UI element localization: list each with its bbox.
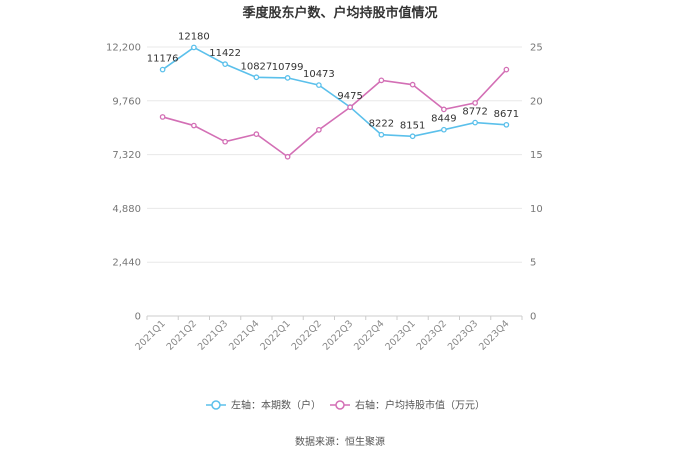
left-axis: 0 2,440 4,880 7,320 9,760 12,200 xyxy=(106,43,141,323)
x-tick-label: 2021Q2 xyxy=(165,318,199,352)
data-point xyxy=(253,74,260,81)
right-tick-label: 20 xyxy=(530,96,543,107)
right-tick-label: 10 xyxy=(530,204,543,215)
data-point xyxy=(284,153,291,160)
legend-item[interactable]: 左轴：本期数（户） xyxy=(206,399,321,412)
data-label: 11176 xyxy=(147,54,179,65)
source-note: 数据来源：恒生聚源 xyxy=(295,435,385,448)
data-point xyxy=(378,77,385,84)
data-label: 8449 xyxy=(431,114,456,125)
x-tick-label: 2023Q2 xyxy=(415,318,449,352)
legend-marker xyxy=(211,400,221,410)
x-tick-label: 2021Q1 xyxy=(133,318,167,352)
legend-marker xyxy=(335,400,345,410)
data-label: 9475 xyxy=(337,91,362,102)
data-point xyxy=(159,114,166,120)
data-point xyxy=(472,100,478,106)
right-axis: 0 5 10 15 20 25 xyxy=(530,43,543,323)
series-line xyxy=(162,46,507,138)
chart-title: 季度股东户数、户均持股市值情况 xyxy=(241,5,437,21)
left-tick-label: 4,880 xyxy=(112,204,141,215)
data-point xyxy=(284,75,291,81)
data-point xyxy=(409,81,416,88)
x-tick-label: 2023Q1 xyxy=(383,318,417,352)
data-point xyxy=(191,122,197,129)
right-tick-label: 5 xyxy=(530,258,536,269)
x-tick-label: 2021Q3 xyxy=(196,318,230,352)
right-tick-label: 0 xyxy=(530,312,536,323)
series-line xyxy=(162,69,507,158)
grid-lines xyxy=(147,46,522,317)
x-tick-label: 2023Q4 xyxy=(477,318,511,352)
data-point xyxy=(441,106,447,113)
x-tick-label: 2023Q3 xyxy=(446,318,480,352)
data-point xyxy=(191,44,197,51)
legend-label: 左轴：本期数（户） xyxy=(231,399,321,412)
x-tick-label: 2022Q3 xyxy=(321,318,355,352)
data-label: 10473 xyxy=(303,69,335,80)
data-label: 11422 xyxy=(209,48,241,59)
data-point xyxy=(503,66,510,73)
data-point xyxy=(159,66,166,73)
legend-label: 右轴：户均持股市值（万元） xyxy=(355,399,485,412)
left-tick-label: 0 xyxy=(135,312,141,323)
data-label: 10827 xyxy=(240,61,272,72)
data-label: 8222 xyxy=(369,119,394,130)
data-point xyxy=(222,61,228,68)
data-point xyxy=(347,104,353,111)
right-tick-label: 15 xyxy=(530,150,543,161)
x-tick-label: 2022Q4 xyxy=(352,318,386,352)
left-tick-label: 7,320 xyxy=(112,150,141,161)
data-point xyxy=(472,119,478,126)
data-label: 10799 xyxy=(272,62,304,73)
left-tick-label: 12,200 xyxy=(106,43,141,54)
data-point xyxy=(409,133,416,140)
data-label: 8151 xyxy=(400,120,425,131)
left-tick-label: 2,440 xyxy=(112,258,141,269)
data-label: 12180 xyxy=(178,31,210,42)
data-label: 8671 xyxy=(494,109,519,120)
data-point xyxy=(441,126,447,133)
x-tick-label: 2022Q2 xyxy=(290,318,324,352)
data-point xyxy=(316,127,322,133)
x-axis: 2021Q12021Q22021Q32021Q42022Q12022Q22022… xyxy=(133,316,523,353)
legend-item[interactable]: 右轴：户均持股市值（万元） xyxy=(330,399,485,412)
data-point xyxy=(222,138,228,145)
data-label: 8772 xyxy=(462,107,487,118)
right-tick-label: 25 xyxy=(530,43,543,54)
data-point xyxy=(503,121,510,128)
data-point xyxy=(253,131,260,138)
data-point xyxy=(316,82,322,88)
series-group xyxy=(159,44,510,160)
data-point xyxy=(378,131,385,138)
left-tick-label: 9,760 xyxy=(112,96,141,107)
legend[interactable]: 左轴：本期数（户） 右轴：户均持股市值（万元） xyxy=(206,399,485,412)
x-tick-label: 2022Q1 xyxy=(258,318,292,352)
x-tick-label: 2021Q4 xyxy=(227,318,261,352)
